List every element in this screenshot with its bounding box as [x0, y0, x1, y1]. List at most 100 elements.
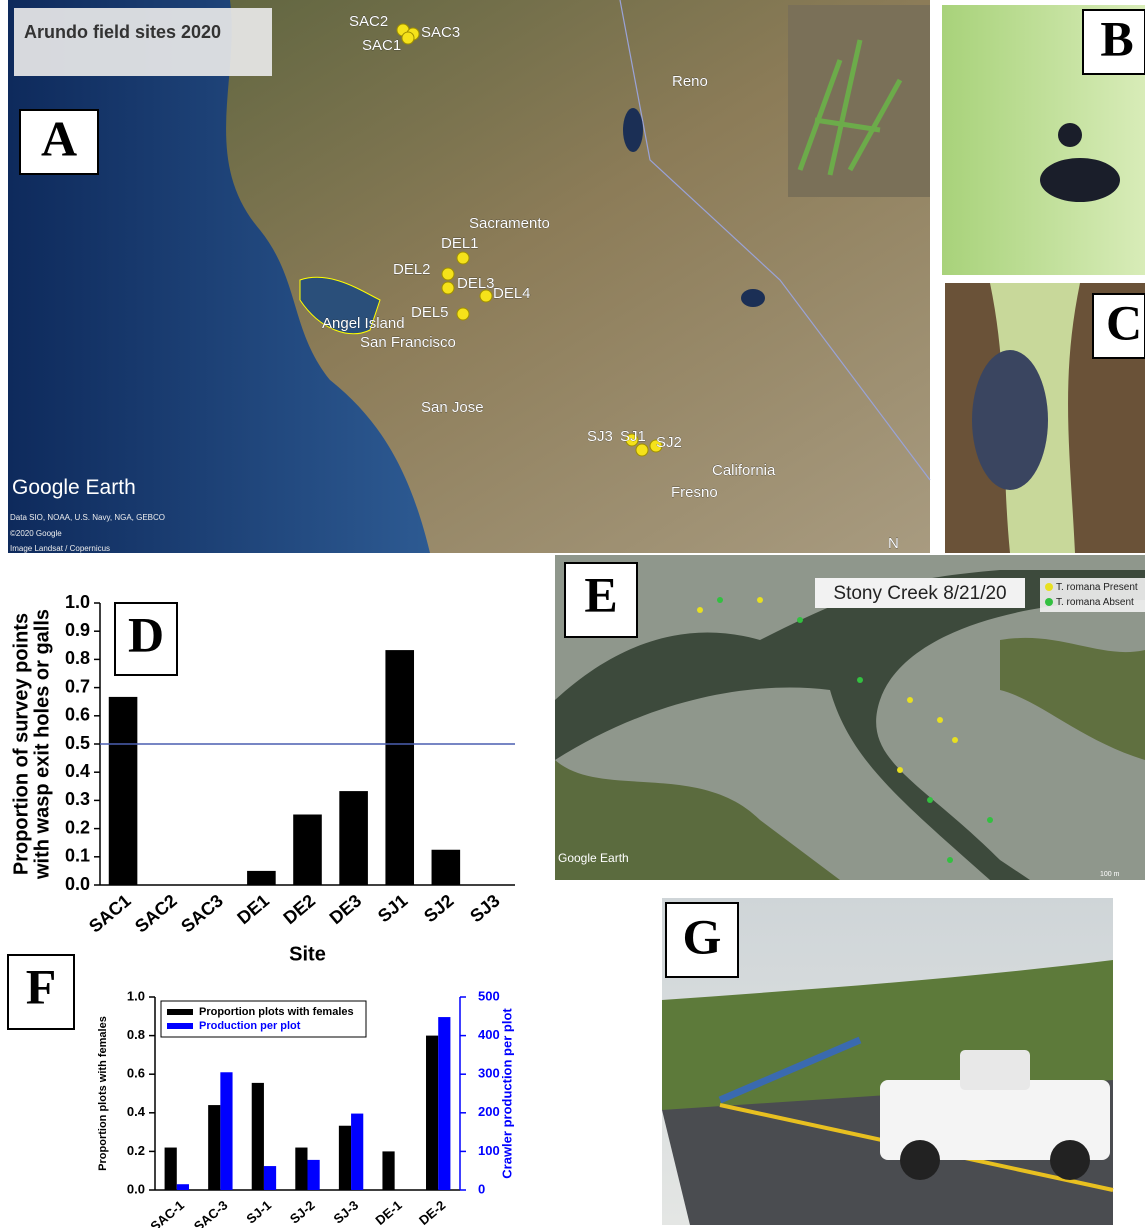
bar	[264, 1166, 276, 1190]
x-tick-label: DE3	[326, 890, 366, 928]
title-box	[14, 8, 272, 76]
bar	[208, 1105, 220, 1190]
bar	[385, 650, 414, 885]
map-label: SAC3	[421, 24, 460, 41]
x-tick-label: SAC3	[177, 890, 227, 936]
x-tick-label: SJ2	[420, 890, 457, 926]
map-credit: Data SIO, NOAA, U.S. Navy, NGA, GEBCO	[10, 513, 165, 522]
legend-label: Proportion plots with females	[199, 1006, 354, 1018]
map-credit: ©2020 Google	[10, 529, 62, 538]
bar	[308, 1160, 320, 1190]
bar	[351, 1114, 363, 1190]
x-tick-label: SAC1	[85, 890, 135, 936]
panel-label: A	[41, 110, 77, 166]
x-tick-label: DE-2	[416, 1197, 448, 1228]
aerial-brand: Google Earth	[558, 851, 629, 865]
map-label: DEL4	[493, 285, 531, 302]
map-label: SJ1	[620, 428, 646, 445]
legend-swatch	[1045, 583, 1053, 591]
y-tick-label: 0.2	[65, 817, 90, 837]
x-tick-label: SJ-3	[331, 1197, 362, 1226]
y2-tick-label: 200	[478, 1104, 500, 1119]
bar	[432, 850, 461, 885]
map-brand: Google Earth	[12, 476, 136, 499]
x-tick-label: DE-1	[372, 1197, 404, 1228]
y-tick-label: 0.7	[65, 676, 90, 696]
x-tick-label: DE1	[233, 890, 273, 928]
legend-swatch	[167, 1023, 193, 1029]
truck-cab	[960, 1050, 1030, 1090]
map-label: SAC2	[349, 13, 388, 30]
y-axis-label: Proportion plots with females	[97, 1016, 109, 1171]
map-label: San Francisco	[360, 334, 456, 351]
map-title: Arundo field sites 2020	[24, 22, 221, 42]
y-tick-label: 0.6	[127, 1066, 145, 1081]
map-credit: Image Landsat / Copernicus	[10, 544, 110, 553]
x-tick-label: SJ-1	[243, 1197, 274, 1226]
panel-label: F	[26, 958, 57, 1014]
panel-label: B	[1100, 10, 1133, 66]
legend-label: T. romana Present	[1056, 582, 1138, 593]
x-tick-label: SJ3	[466, 890, 503, 926]
map-label: Angel Island	[322, 315, 405, 332]
y-tick-label: 0.2	[127, 1143, 145, 1158]
y-tick-label: 0.4	[65, 761, 90, 781]
y-axis-label: with wasp exit holes or galls	[31, 609, 53, 880]
y-tick-label: 0.6	[65, 705, 90, 725]
bar	[293, 815, 322, 886]
wasp-head	[1058, 123, 1082, 147]
map-label: SJ3	[587, 428, 613, 445]
y-tick-label: 1.0	[65, 592, 90, 612]
scale-colony	[972, 350, 1048, 490]
x-tick-label: SJ1	[374, 890, 411, 926]
map-label: San Jose	[421, 399, 484, 416]
figure: Arundo field sites 2020 SAC2 SAC3 SAC1 R…	[0, 0, 1145, 1228]
map-label: SAC1	[362, 37, 401, 54]
wheel	[900, 1140, 940, 1180]
x-axis-label: Site	[289, 943, 326, 965]
panel-label: E	[584, 566, 617, 622]
bar	[252, 1083, 264, 1190]
y-tick-label: 0.8	[65, 648, 90, 668]
y-tick-label: 0.0	[65, 874, 90, 894]
y2-tick-label: 0	[478, 1181, 485, 1196]
map-label: DEL1	[441, 235, 479, 252]
x-tick-label: SAC2	[131, 890, 181, 936]
y2-tick-label: 100	[478, 1143, 500, 1158]
map-label: DEL2	[393, 261, 431, 278]
legend-label: Production per plot	[199, 1020, 301, 1032]
lake	[623, 108, 643, 152]
bar	[426, 1036, 438, 1190]
y2-tick-label: 300	[478, 1066, 500, 1081]
y-tick-label: 0.8	[127, 1027, 145, 1042]
wasp	[1040, 158, 1120, 202]
bar	[220, 1072, 232, 1190]
y-tick-label: 0.0	[127, 1181, 145, 1196]
bar	[438, 1017, 450, 1190]
panel-label: G	[683, 908, 722, 964]
bar	[295, 1148, 307, 1190]
x-tick-label: SAC-1	[147, 1197, 187, 1228]
x-tick-label: DE2	[279, 890, 319, 928]
x-tick-label: SAC-3	[191, 1197, 231, 1228]
y-tick-label: 0.9	[65, 620, 90, 640]
north-label: N	[888, 535, 899, 552]
bar	[177, 1184, 189, 1190]
panel-label: D	[128, 606, 164, 662]
y-axis-label: Proportion of survey points	[10, 613, 32, 875]
bar	[339, 1126, 351, 1190]
scale-label: 100 m	[1100, 871, 1120, 878]
panel-label: C	[1106, 294, 1142, 350]
y2-tick-label: 400	[478, 1027, 500, 1042]
aerial-title: Stony Creek 8/21/20	[833, 583, 1006, 604]
legend-swatch	[1045, 598, 1053, 606]
wheel	[1050, 1140, 1090, 1180]
lake	[741, 289, 765, 307]
y-tick-label: 0.3	[65, 789, 90, 809]
map-label: SJ2	[656, 434, 682, 451]
map-label: DEL5	[411, 304, 449, 321]
y2-axis-label: Crawler production per plot	[499, 1008, 514, 1179]
legend-swatch	[167, 1009, 193, 1015]
y-tick-label: 0.4	[127, 1104, 146, 1119]
bar	[247, 871, 276, 885]
